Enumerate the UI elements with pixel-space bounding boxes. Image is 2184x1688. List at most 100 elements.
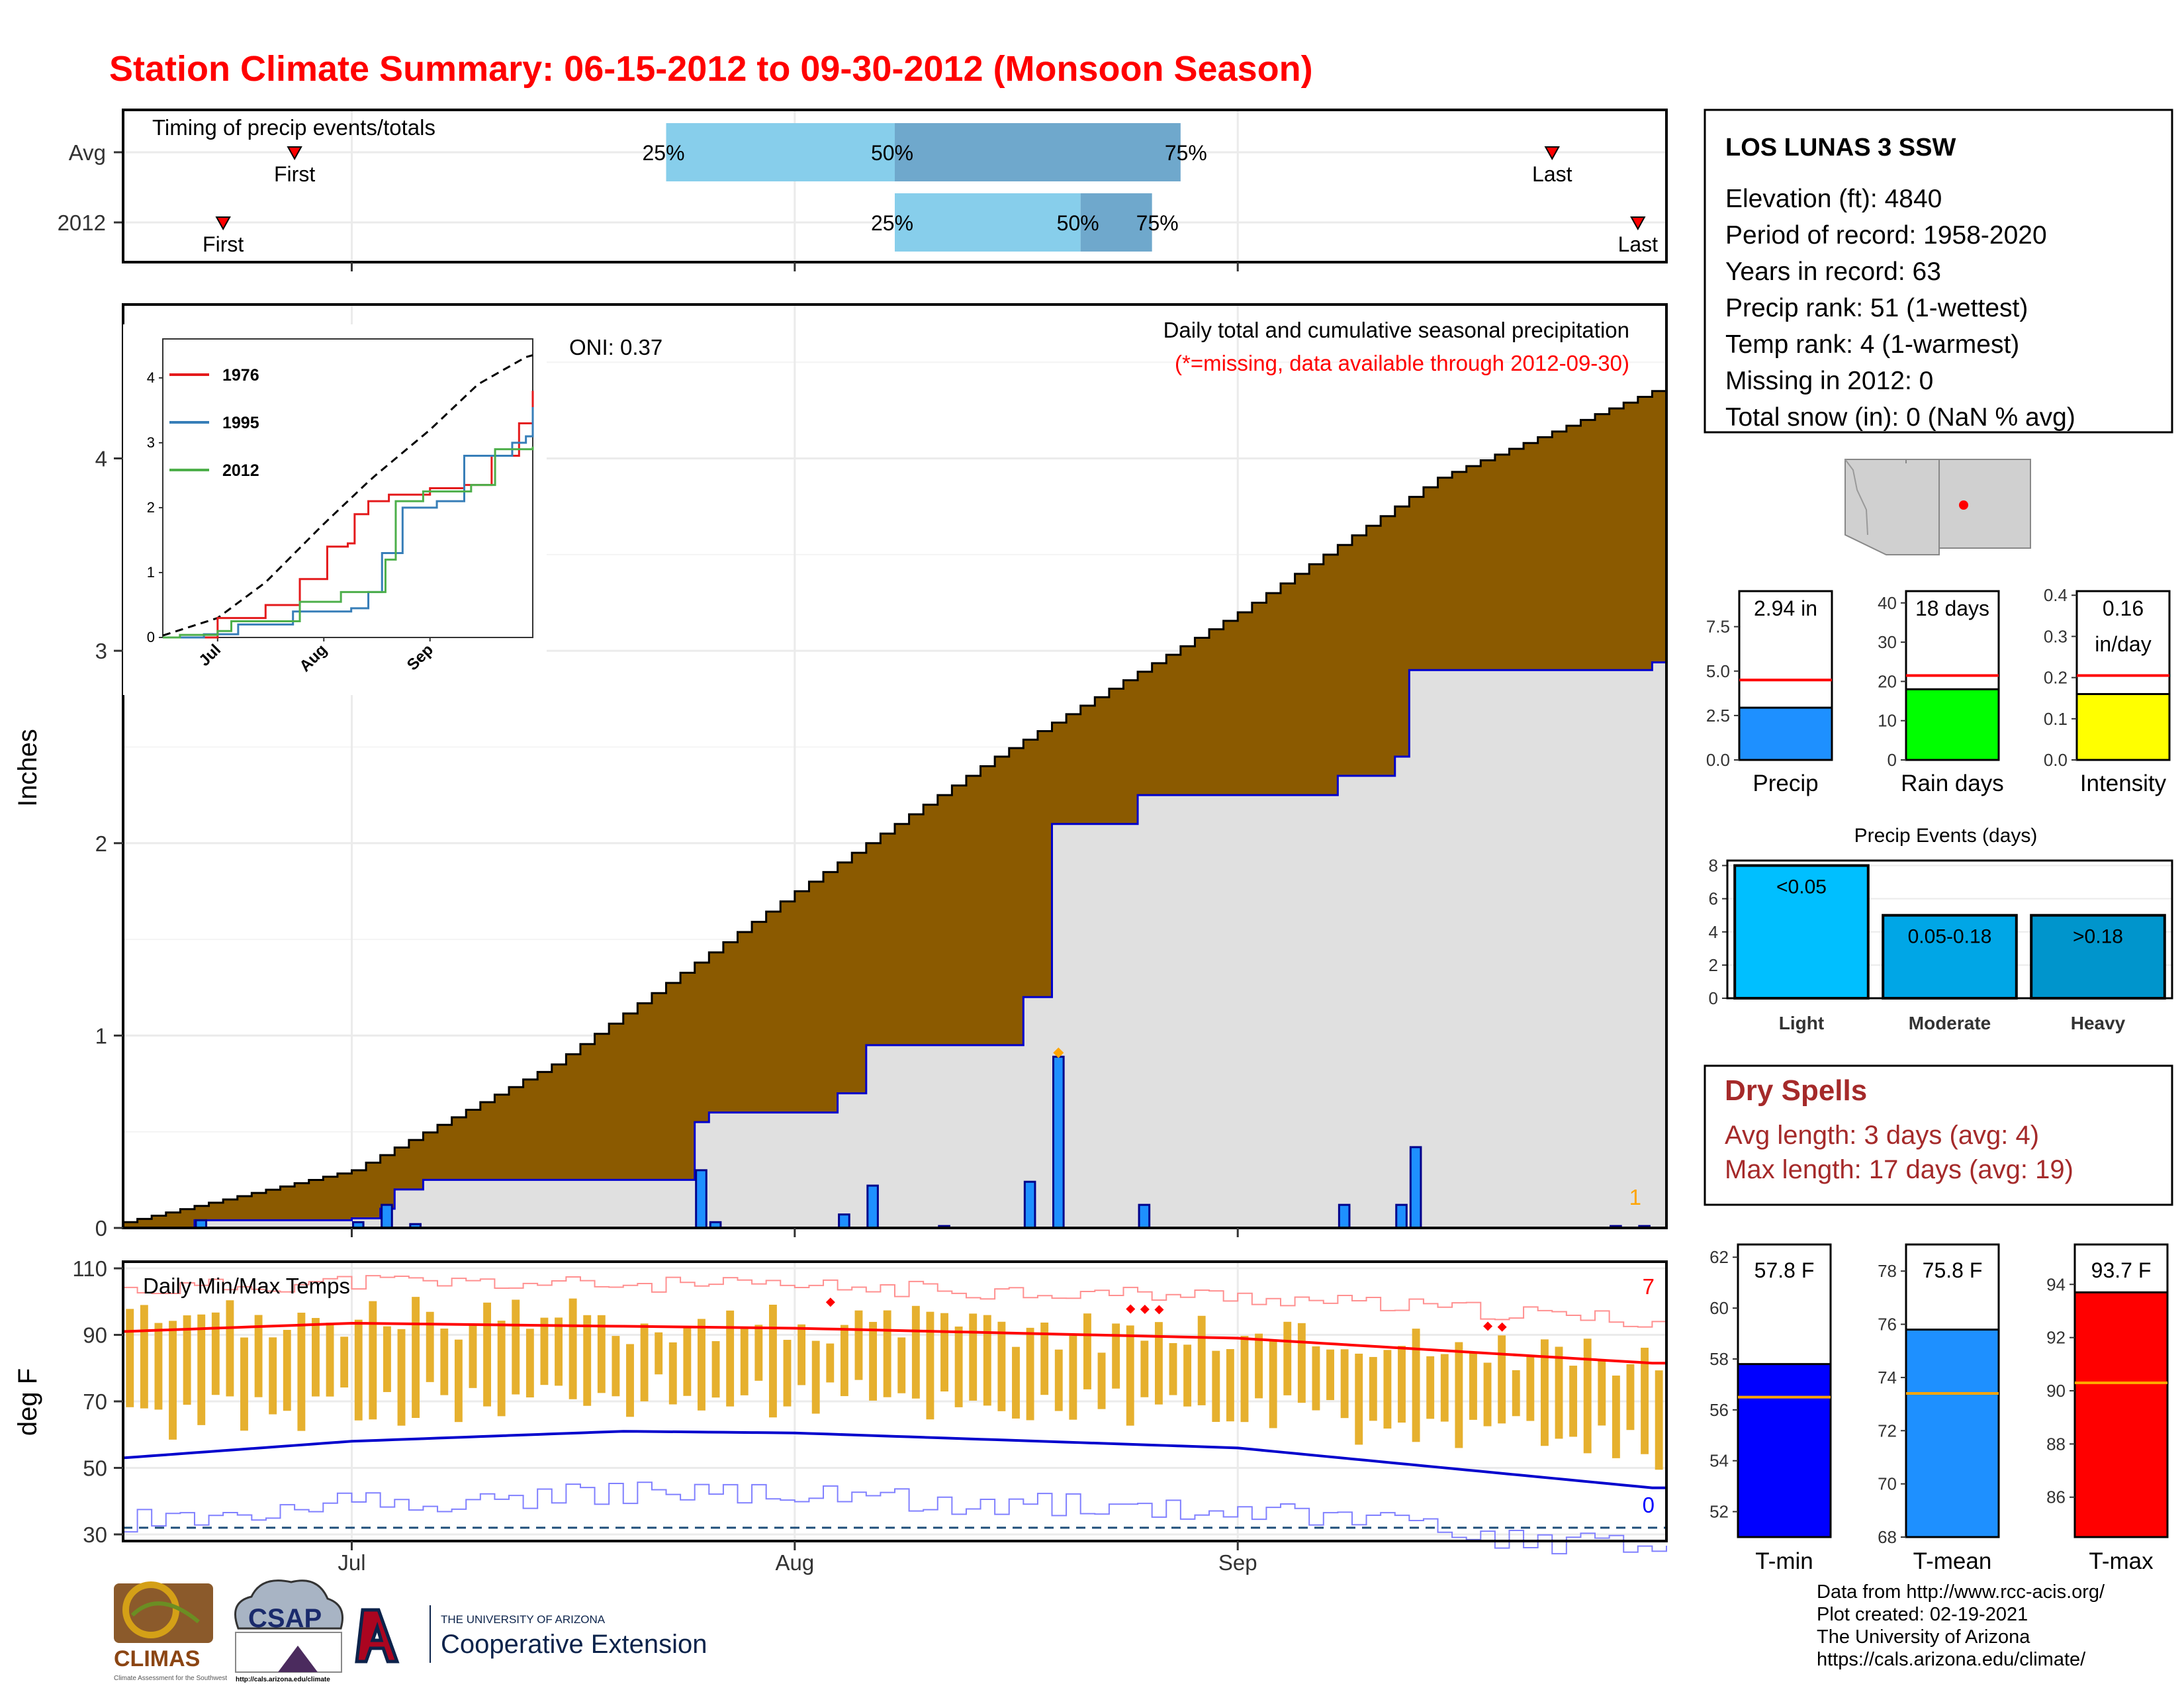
station-line: Temp rank: 4 (1-warmest): [1725, 330, 2019, 359]
temp-summary-value-label: 93.7 F: [2091, 1258, 2152, 1282]
daily-temp-bar: [926, 1311, 934, 1420]
daily-temp-bar: [540, 1317, 549, 1385]
dry-spells-max: Max length: 17 days (avg: 19): [1725, 1155, 2073, 1184]
dry-spells-box: Dry Spells Avg length: 3 days (avg: 4) M…: [1704, 1064, 2173, 1206]
temp-summary-name: T-max: [2089, 1548, 2154, 1574]
daily-temp-bar: [683, 1327, 692, 1396]
daily-temp-bar: [1112, 1323, 1120, 1389]
summary-value-label: 0.16: [2103, 596, 2144, 620]
daily-precip-bar: [866, 1184, 879, 1229]
locator-map: [1844, 459, 2031, 555]
event-marker-label: First: [274, 162, 315, 186]
daily-temp-bar: [1297, 1323, 1306, 1403]
daily-temp-bar: [840, 1325, 848, 1397]
timing-row-2012: 2012: [58, 211, 106, 235]
daily-temp-bar: [883, 1310, 891, 1397]
temp-summary-ytick-label: 90: [2046, 1381, 2066, 1401]
daily-temp-bar: [412, 1297, 420, 1419]
daily-temp-bar: [383, 1326, 391, 1392]
event-marker-icon: [287, 146, 302, 161]
record-high-marker-icon: [1140, 1304, 1150, 1314]
temp-ylabel: deg F: [13, 1368, 42, 1436]
station-line: Period of record: 1958-2020: [1725, 221, 2047, 250]
record-low-line: [123, 1481, 1667, 1555]
daily-temp-bar: [1255, 1333, 1263, 1399]
daily-temp-bar: [1555, 1346, 1563, 1439]
daily-temp-bar: [597, 1315, 606, 1393]
daily-temp-bar: [1083, 1313, 1091, 1389]
footer-line: https://cals.arizona.edu/climate/: [1817, 1649, 2086, 1670]
summary-ytick-label: 10: [1878, 711, 1897, 731]
temp-summary-ytick-label: 76: [1878, 1315, 1897, 1335]
record-high-count: 7: [1643, 1274, 1655, 1299]
inset-series-line: [163, 446, 534, 639]
daily-precip-bar: [1023, 1180, 1036, 1229]
footer-credits: Data from http://www.rcc-acis.org/ Plot …: [1817, 1581, 2105, 1671]
daily-temp-bar: [354, 1319, 363, 1421]
daily-temp-bar: [1626, 1364, 1635, 1430]
events-ytick-label: 6: [1709, 889, 1718, 909]
daily-temp-bar: [1355, 1353, 1363, 1445]
daily-temp-bar: [254, 1315, 263, 1397]
month-tick-label: Sep: [1218, 1550, 1257, 1575]
daily-temp-bar: [1483, 1362, 1492, 1427]
daily-temp-bar: [454, 1339, 463, 1423]
temp-summary-bars: 52 54 56 58 60 62 57.8 F T-min 68 70 72 74 76 78 75.8 …: [1709, 1243, 2169, 1574]
inset-avg-line: [162, 354, 533, 637]
daily-temp-bar: [1126, 1325, 1134, 1426]
csap-logo: CSAP http://cals.arizona.edu/climate: [234, 1579, 343, 1683]
footer-line: The University of Arizona: [1817, 1626, 2030, 1648]
temp-summary-bar: [2073, 1291, 2169, 1538]
daily-temp-bar: [140, 1305, 148, 1409]
daily-precip-bar: [1138, 1203, 1151, 1229]
footer-line: Plot created: 02-19-2021: [1817, 1604, 2028, 1625]
daily-temp-bar: [1040, 1322, 1049, 1395]
summary-ytick-label: 0.1: [2044, 709, 2068, 729]
daily-precip-bar: [838, 1213, 850, 1229]
temp-summary-bar: [1905, 1329, 2000, 1538]
missing-note: (*=missing, data available through 2012-…: [1175, 351, 1629, 375]
daily-temp-bar: [440, 1329, 449, 1395]
summary-bar: [2075, 692, 2171, 761]
station-line: Years in record: 63: [1725, 258, 1941, 286]
daily-temp-bar: [469, 1323, 477, 1388]
daily-precip-bar: [1409, 1146, 1422, 1229]
daily-temp-bar: [698, 1319, 705, 1411]
daily-temp-bar: [340, 1336, 349, 1388]
station-name: LOS LUNAS 3 SSW: [1725, 134, 1956, 162]
daily-temp-bar: [783, 1340, 792, 1407]
temp-summary-ytick-label: 94: [2046, 1274, 2066, 1294]
station-line: Missing in 2012: 0: [1725, 367, 1933, 395]
daily-temp-bar: [1455, 1342, 1463, 1448]
summary-ytick-label: 7.5: [1706, 617, 1730, 637]
daily-temp-bar: [1326, 1349, 1334, 1401]
temp-summary-ytick-label: 56: [1709, 1400, 1729, 1420]
q50-label: 50%: [871, 141, 913, 165]
daily-temp-bar: [612, 1336, 620, 1397]
daily-temp-bar: [197, 1314, 206, 1425]
daily-temp-bar: [426, 1311, 434, 1382]
daily-temp-bar: [1283, 1321, 1292, 1395]
daily-temp-bar: [1526, 1356, 1535, 1421]
temp-summary-ytick-label: 58: [1709, 1349, 1729, 1369]
daily-temp-bar: [583, 1315, 592, 1406]
summary-value-label: 2.94 in: [1754, 596, 1817, 620]
summary-bar-name: Intensity: [2080, 771, 2167, 796]
record-high-marker-icon: [825, 1297, 835, 1307]
daily-temp-bar: [740, 1326, 749, 1395]
daily-temp-bar: [869, 1321, 878, 1401]
inset-ytick-label: 1: [147, 564, 155, 581]
temp-summary-name: T-mean: [1913, 1548, 1992, 1574]
temp-ytick-label: 30: [83, 1523, 107, 1547]
daily-temp-bar: [1183, 1344, 1192, 1407]
daily-temp-bar: [1269, 1339, 1277, 1429]
climas-wordmark: CLIMAS: [114, 1646, 200, 1671]
event-bar: [2030, 914, 2166, 1000]
q50-label: 50%: [1057, 211, 1099, 235]
temp-summary-ytick-label: 52: [1709, 1502, 1729, 1522]
record-high-marker-icon: [1126, 1304, 1136, 1314]
daily-temp-bar: [1340, 1349, 1349, 1419]
daily-temp-bar: [1140, 1340, 1149, 1397]
